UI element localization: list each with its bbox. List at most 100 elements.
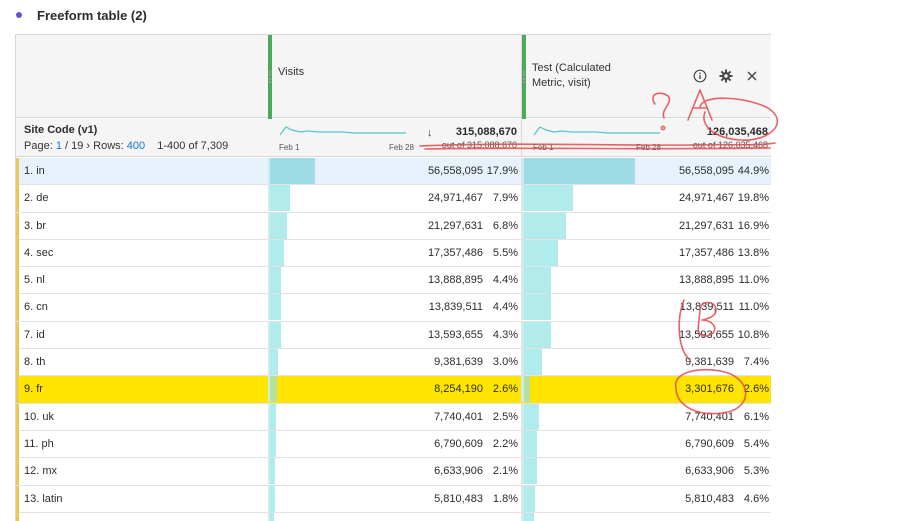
column-header-visits[interactable]: Visits (268, 35, 522, 119)
test-metric-cell[interactable]: 5,810,483 4.6% (522, 485, 771, 512)
table-row[interactable]: 4. sec 17,357,486 5.5% 17,357,486 13.8% (16, 239, 771, 268)
visits-value: 17,357,486 (427, 246, 483, 259)
table-row[interactable]: 5. nl 13,888,895 4.4% 13,888,895 11.0% (16, 267, 771, 295)
test-metric-cell[interactable] (522, 512, 771, 521)
visits-value: 6,633,906 (434, 465, 483, 478)
visits-bar (270, 349, 278, 376)
row-dimension-label[interactable]: 1. in (24, 165, 45, 177)
arrow-down-icon[interactable]: ↓ (427, 127, 433, 139)
info-icon[interactable] (692, 68, 708, 84)
visits-out-of: out of 315,088,670 (441, 140, 517, 150)
row-dimension-label[interactable]: 7. id (24, 328, 45, 341)
visits-bar (270, 294, 281, 321)
test-metric-percent: 5.3% (743, 465, 769, 478)
row-dimension-label[interactable]: 10. uk (24, 410, 54, 423)
visits-value: 5,810,483 (434, 492, 483, 505)
test-metric-value: 24,971,467 (678, 192, 734, 205)
visits-cell[interactable]: 8,254,190 2.6% (268, 376, 522, 403)
gear-icon[interactable] (718, 68, 734, 84)
visits-cell[interactable]: 13,839,511 4.4% (268, 294, 522, 321)
visits-sparkline (279, 126, 406, 136)
visits-percent: 3.0% (492, 356, 518, 369)
table-row[interactable]: 8. th 9,381,639 3.0% 9,381,639 7.4% (16, 349, 771, 377)
test-metric-bar (524, 185, 573, 212)
sparkline-start-label: Feb 1 (533, 143, 554, 152)
panel-title[interactable]: Freeform table (2) (16, 6, 147, 24)
test-metric-cell[interactable]: 9,381,639 7.4% (522, 349, 771, 376)
row-dimension-label[interactable]: 5. nl (24, 274, 45, 287)
test-metric-cell[interactable]: 13,593,655 10.8% (522, 321, 771, 348)
table-row[interactable]: 11. ph 6,790,609 2.2% 6,790,609 5.4% (16, 430, 771, 459)
row-dimension-label[interactable]: 8. th (24, 356, 46, 369)
test-metric-bar (524, 267, 551, 294)
visits-percent: 2.1% (492, 465, 518, 478)
pagination: Page: 1 / 19 › Rows: 400 1-400 of 7,309 (24, 140, 228, 152)
visits-cell[interactable]: 7,740,401 2.5% (268, 403, 522, 430)
row-dimension-label[interactable]: 6. cn (24, 301, 48, 314)
visits-cell[interactable] (268, 512, 522, 521)
row-dimension-label[interactable]: 4. sec (24, 246, 54, 259)
rows-label: Rows: (93, 140, 124, 152)
table-row[interactable]: 6. cn 13,839,511 4.4% 13,839,511 11.0% (16, 294, 771, 322)
test-metric-cell[interactable]: 6,633,906 5.3% (522, 458, 771, 485)
table-row[interactable]: 3. br 21,297,631 6.8% 21,297,631 16.9% (16, 212, 771, 240)
dimension-title[interactable]: Site Code (v1) (24, 124, 98, 136)
visits-cell[interactable]: 21,297,631 6.8% (268, 212, 522, 239)
column-name: Visits (278, 66, 305, 78)
row-dimension-label[interactable]: 2. de (24, 192, 49, 205)
column-header-test-metric[interactable]: Test (Calculated Metric, visit) (522, 35, 771, 119)
next-page-chevron-icon[interactable]: › (86, 140, 91, 152)
table-row[interactable]: 13. latin 5,810,483 1.8% 5,810,483 4.6% (16, 485, 771, 513)
visits-percent: 2.2% (492, 437, 518, 450)
visits-cell[interactable]: 13,593,655 4.3% (268, 321, 522, 348)
visits-percent: 1.8% (492, 492, 518, 505)
column-drag-handle-icon[interactable] (269, 71, 271, 83)
test-metric-cell[interactable]: 24,971,467 19.8% (522, 185, 771, 212)
table-row[interactable]: 12. mx 6,633,906 2.1% 6,633,906 5.3% (16, 458, 771, 486)
rows-per-page-select[interactable]: 400 (126, 140, 146, 152)
visits-cell[interactable]: 6,633,906 2.1% (268, 458, 522, 485)
visits-cell[interactable]: 24,971,467 7.9% (268, 185, 522, 212)
table-row[interactable]: 7. id 13,593,655 4.3% 13,593,655 10.8% (16, 321, 771, 350)
visits-cell[interactable]: 13,888,895 4.4% (268, 267, 522, 294)
test-metric-cell[interactable]: 6,790,609 5.4% (522, 430, 771, 457)
column-drag-handle-icon[interactable] (523, 71, 525, 83)
visits-value: 13,593,655 (427, 328, 483, 341)
test-metric-total: 126,035,468 (706, 126, 768, 138)
visits-cell[interactable]: 56,558,095 17.9% (268, 158, 522, 184)
table-row[interactable]: 9. fr 8,254,190 2.6% 3,301,676 2.6% (16, 376, 771, 404)
test-metric-cell[interactable]: 7,740,401 6.1% (522, 403, 771, 430)
visits-percent: 6.8% (492, 219, 518, 232)
test-metric-percent: 13.8% (737, 246, 769, 259)
page-current-input[interactable]: 1 (55, 140, 62, 152)
test-metric-cell[interactable]: 17,357,486 13.8% (522, 239, 771, 266)
close-icon[interactable] (744, 68, 760, 84)
row-dimension-label[interactable]: 12. mx (24, 465, 58, 478)
visits-bar (270, 512, 274, 521)
test-metric-cell[interactable]: 13,839,511 11.0% (522, 294, 771, 321)
visits-cell[interactable]: 17,357,486 5.5% (268, 239, 522, 266)
table-row[interactable]: 1. in 56,558,095 17.9% 56,558,095 44.9% (16, 158, 771, 186)
column-header-row: Visits Test (Calculated Metric, visit) (16, 34, 771, 119)
table-row[interactable]: 10. uk 7,740,401 2.5% 7,740,401 6.1% (16, 403, 771, 431)
table-row[interactable] (16, 512, 771, 521)
visits-cell[interactable]: 6,790,609 2.2% (268, 430, 522, 457)
table-row[interactable]: 2. de 24,971,467 7.9% 24,971,467 19.8% (16, 185, 771, 213)
test-metric-value: 6,633,906 (685, 465, 734, 478)
row-dimension-label[interactable]: 9. fr (24, 383, 43, 396)
visits-cell[interactable]: 9,381,639 3.0% (268, 349, 522, 376)
summary-row: Site Code (v1) Page: 1 / 19 › Rows: 400 … (16, 119, 771, 157)
test-metric-cell[interactable]: 21,297,631 16.9% (522, 212, 771, 239)
visits-percent: 17.9% (486, 165, 518, 177)
table-body: 1. in 56,558,095 17.9% 56,558,095 44.9% … (16, 158, 771, 521)
visits-percent: 2.5% (492, 410, 518, 423)
test-metric-cell[interactable]: 56,558,095 44.9% (522, 158, 771, 184)
row-dimension-label[interactable]: 13. latin (24, 492, 63, 505)
row-edge-marker (16, 485, 19, 513)
test-metric-percent: 7.4% (743, 356, 769, 369)
test-metric-cell[interactable]: 3,301,676 2.6% (522, 376, 771, 403)
row-dimension-label[interactable]: 11. ph (24, 437, 54, 450)
row-dimension-label[interactable]: 3. br (24, 219, 47, 232)
visits-cell[interactable]: 5,810,483 1.8% (268, 485, 522, 512)
test-metric-cell[interactable]: 13,888,895 11.0% (522, 267, 771, 294)
